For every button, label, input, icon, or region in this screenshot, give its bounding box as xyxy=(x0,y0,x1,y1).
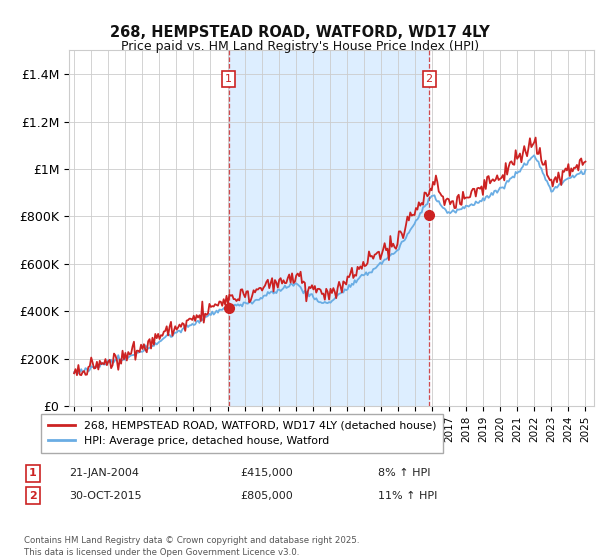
Text: 8% ↑ HPI: 8% ↑ HPI xyxy=(378,468,431,478)
Text: £805,000: £805,000 xyxy=(240,491,293,501)
Text: 1: 1 xyxy=(29,468,37,478)
Text: 21-JAN-2004: 21-JAN-2004 xyxy=(69,468,139,478)
Text: 1: 1 xyxy=(225,74,232,84)
Legend: 268, HEMPSTEAD ROAD, WATFORD, WD17 4LY (detached house), HPI: Average price, det: 268, HEMPSTEAD ROAD, WATFORD, WD17 4LY (… xyxy=(41,414,443,452)
Text: 11% ↑ HPI: 11% ↑ HPI xyxy=(378,491,437,501)
Text: Contains HM Land Registry data © Crown copyright and database right 2025.
This d: Contains HM Land Registry data © Crown c… xyxy=(24,536,359,557)
Text: 2: 2 xyxy=(29,491,37,501)
Text: £415,000: £415,000 xyxy=(240,468,293,478)
Bar xyxy=(229,50,429,406)
Text: Price paid vs. HM Land Registry's House Price Index (HPI): Price paid vs. HM Land Registry's House … xyxy=(121,40,479,53)
Text: 2: 2 xyxy=(425,74,433,84)
Text: 268, HEMPSTEAD ROAD, WATFORD, WD17 4LY: 268, HEMPSTEAD ROAD, WATFORD, WD17 4LY xyxy=(110,25,490,40)
Text: 30-OCT-2015: 30-OCT-2015 xyxy=(69,491,142,501)
